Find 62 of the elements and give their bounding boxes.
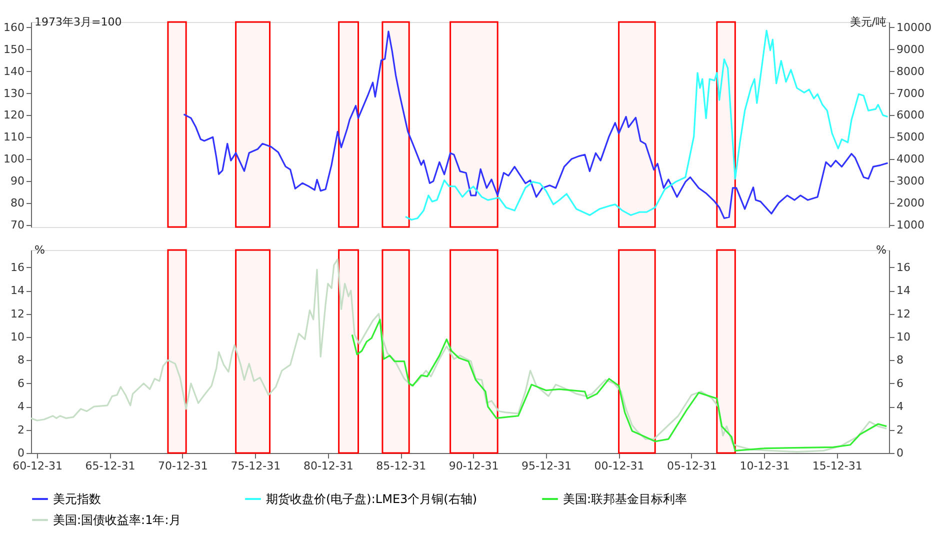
y-tick-label: 150 <box>4 42 24 56</box>
y-axis-title: % <box>34 244 45 256</box>
y-tick-label: 160 <box>4 20 24 34</box>
x-tick-label: 75-12-31 <box>230 460 281 472</box>
y-tick-label: 10 <box>10 330 24 344</box>
line-series <box>404 30 889 221</box>
y2-tick-label: 6000 <box>896 108 924 122</box>
y-tick-label: 110 <box>4 130 24 144</box>
y-tick-label: 120 <box>4 108 24 122</box>
y2-tick-label: 3000 <box>896 174 924 188</box>
y2-tick-label: 10 <box>896 330 910 344</box>
y2-tick-label: 9000 <box>896 42 924 56</box>
x-tick-label: 60-12-31 <box>12 460 63 472</box>
legend-label: 美国:联邦基金目标利率 <box>563 492 688 506</box>
y-tick-label: 6 <box>18 376 24 390</box>
y2-tick-label: 12 <box>896 307 910 320</box>
x-tick-label: 95-12-31 <box>522 460 572 472</box>
legend-label: 美国:国债收益率:1年:月 <box>53 513 181 527</box>
y-tick-label: 2 <box>18 423 24 436</box>
y2-tick-label: 1000 <box>896 218 924 232</box>
y2-tick-label: 0 <box>896 446 904 460</box>
y2-axis-title: 美元/吨 <box>850 16 886 28</box>
x-tick-label: 10-12-31 <box>740 460 790 472</box>
y2-tick-label: 14 <box>896 284 910 298</box>
y2-tick-label: 5000 <box>896 130 924 144</box>
y2-tick-label: 2 <box>896 423 904 436</box>
x-tick-label: 70-12-31 <box>158 460 208 472</box>
y-tick-label: 100 <box>4 152 24 166</box>
line-series <box>30 258 888 453</box>
y-tick-label: 90 <box>10 174 24 188</box>
y2-tick-label: 16 <box>896 260 910 274</box>
y-tick-label: 0 <box>18 446 24 460</box>
x-tick-label: 65-12-31 <box>85 460 136 472</box>
y-tick-label: 140 <box>4 64 24 78</box>
x-tick-label: 15-12-31 <box>812 460 862 472</box>
legend-label: 美元指数 <box>53 492 101 506</box>
y2-axis-title: % <box>876 244 886 256</box>
y-tick-label: 4 <box>18 400 24 414</box>
y2-tick-label: 10000 <box>896 20 932 34</box>
y-tick-label: 70 <box>10 218 24 232</box>
y2-tick-label: 8 <box>896 354 904 367</box>
x-tick-label: 80-12-31 <box>303 460 354 472</box>
x-tick-label: 90-12-31 <box>448 460 499 472</box>
y-tick-label: 8 <box>18 354 24 367</box>
y-tick-label: 80 <box>10 196 24 210</box>
x-tick-label: 05-12-31 <box>667 460 717 472</box>
y-tick-label: 130 <box>4 86 24 100</box>
y-tick-label: 16 <box>10 260 24 274</box>
y2-tick-label: 2000 <box>896 196 924 210</box>
y2-tick-label: 6 <box>896 376 904 390</box>
x-tick-label: 85-12-31 <box>376 460 426 472</box>
y2-tick-label: 4000 <box>896 152 924 166</box>
legend-label: 期货收盘价(电子盘):LME3个月铜(右轴) <box>266 492 478 506</box>
y-axis-title: 1973年3月=100 <box>34 16 122 28</box>
x-tick-label: 00-12-31 <box>594 460 644 472</box>
y2-tick-label: 8000 <box>896 64 924 78</box>
y-tick-label: 12 <box>10 307 24 320</box>
line-series <box>351 318 888 452</box>
line-series <box>182 30 889 220</box>
y2-tick-label: 4 <box>896 400 904 414</box>
y2-tick-label: 7000 <box>896 86 924 100</box>
y-tick-label: 14 <box>10 284 24 298</box>
